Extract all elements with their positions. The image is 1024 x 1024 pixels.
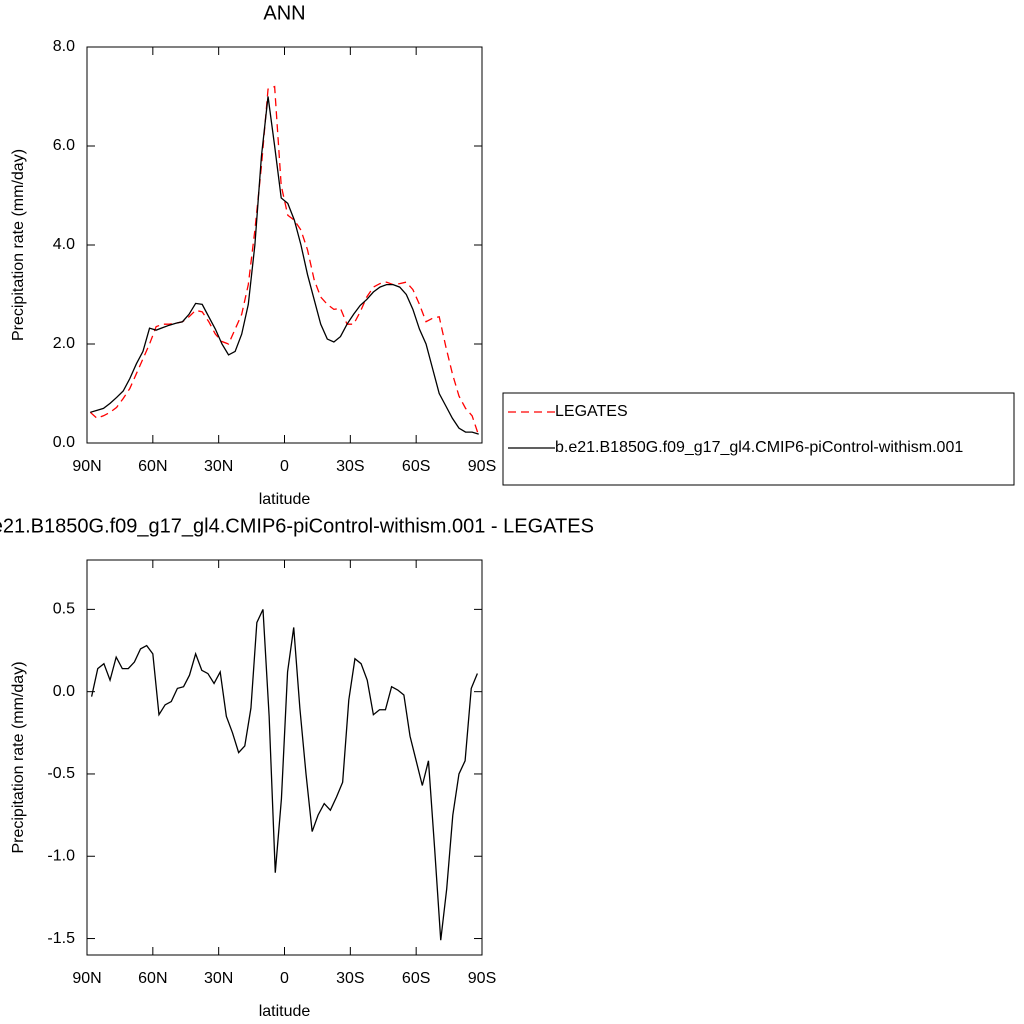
plot-frame xyxy=(86,559,483,956)
legend-box xyxy=(502,392,1015,486)
legend-label: b.e21.B1850G.f09_g17_gl4.CMIP6-piControl… xyxy=(555,439,963,456)
y-tick-label: 8.0 xyxy=(53,38,75,55)
x-tick-label: 30N xyxy=(204,458,233,475)
data-line xyxy=(89,85,480,436)
y-tick-label: 0.5 xyxy=(53,601,75,618)
x-tick-label: 60S xyxy=(402,458,430,475)
data-line xyxy=(90,96,479,435)
x-tick-label: 0 xyxy=(280,458,289,475)
y-tick-label: -0.5 xyxy=(47,765,75,782)
y-tick-label: 6.0 xyxy=(53,137,75,154)
y-tick-label: 2.0 xyxy=(53,335,75,352)
x-tick-label: 30S xyxy=(336,458,364,475)
legend-label: LEGATES xyxy=(555,403,628,420)
x-tick-label: 60N xyxy=(138,970,167,987)
x-tick-label: 60S xyxy=(402,970,430,987)
y-tick-label: 0.0 xyxy=(53,683,75,700)
x-tick-label: 0 xyxy=(280,970,289,987)
chart-title: b.e21.B1850G.f09_g17_gl4.CMIP6-piControl… xyxy=(0,515,594,537)
x-axis-label: latitude xyxy=(259,1003,311,1020)
chart-title: ANN xyxy=(263,2,305,24)
x-tick-label: 90N xyxy=(72,970,101,987)
x-tick-label: 90S xyxy=(468,970,496,987)
y-axis-label: Precipitation rate (mm/day) xyxy=(10,661,27,853)
y-tick-label: 4.0 xyxy=(53,236,75,253)
y-axis-label: Precipitation rate (mm/day) xyxy=(10,149,27,341)
data-line xyxy=(90,609,478,941)
x-tick-label: 30S xyxy=(336,970,364,987)
x-tick-label: 30N xyxy=(204,970,233,987)
y-tick-label: -1.0 xyxy=(47,847,75,864)
x-tick-label: 60N xyxy=(138,458,167,475)
x-tick-label: 90S xyxy=(468,458,496,475)
plot-frame xyxy=(86,46,483,444)
x-axis-label: latitude xyxy=(259,491,311,508)
y-tick-label: -1.5 xyxy=(47,930,75,947)
x-tick-label: 90N xyxy=(72,458,101,475)
y-tick-label: 0.0 xyxy=(53,434,75,451)
